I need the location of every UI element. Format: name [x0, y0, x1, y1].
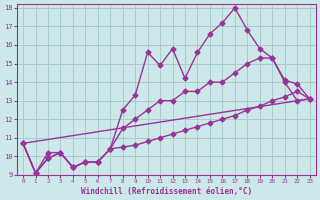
X-axis label: Windchill (Refroidissement éolien,°C): Windchill (Refroidissement éolien,°C) — [81, 187, 252, 196]
